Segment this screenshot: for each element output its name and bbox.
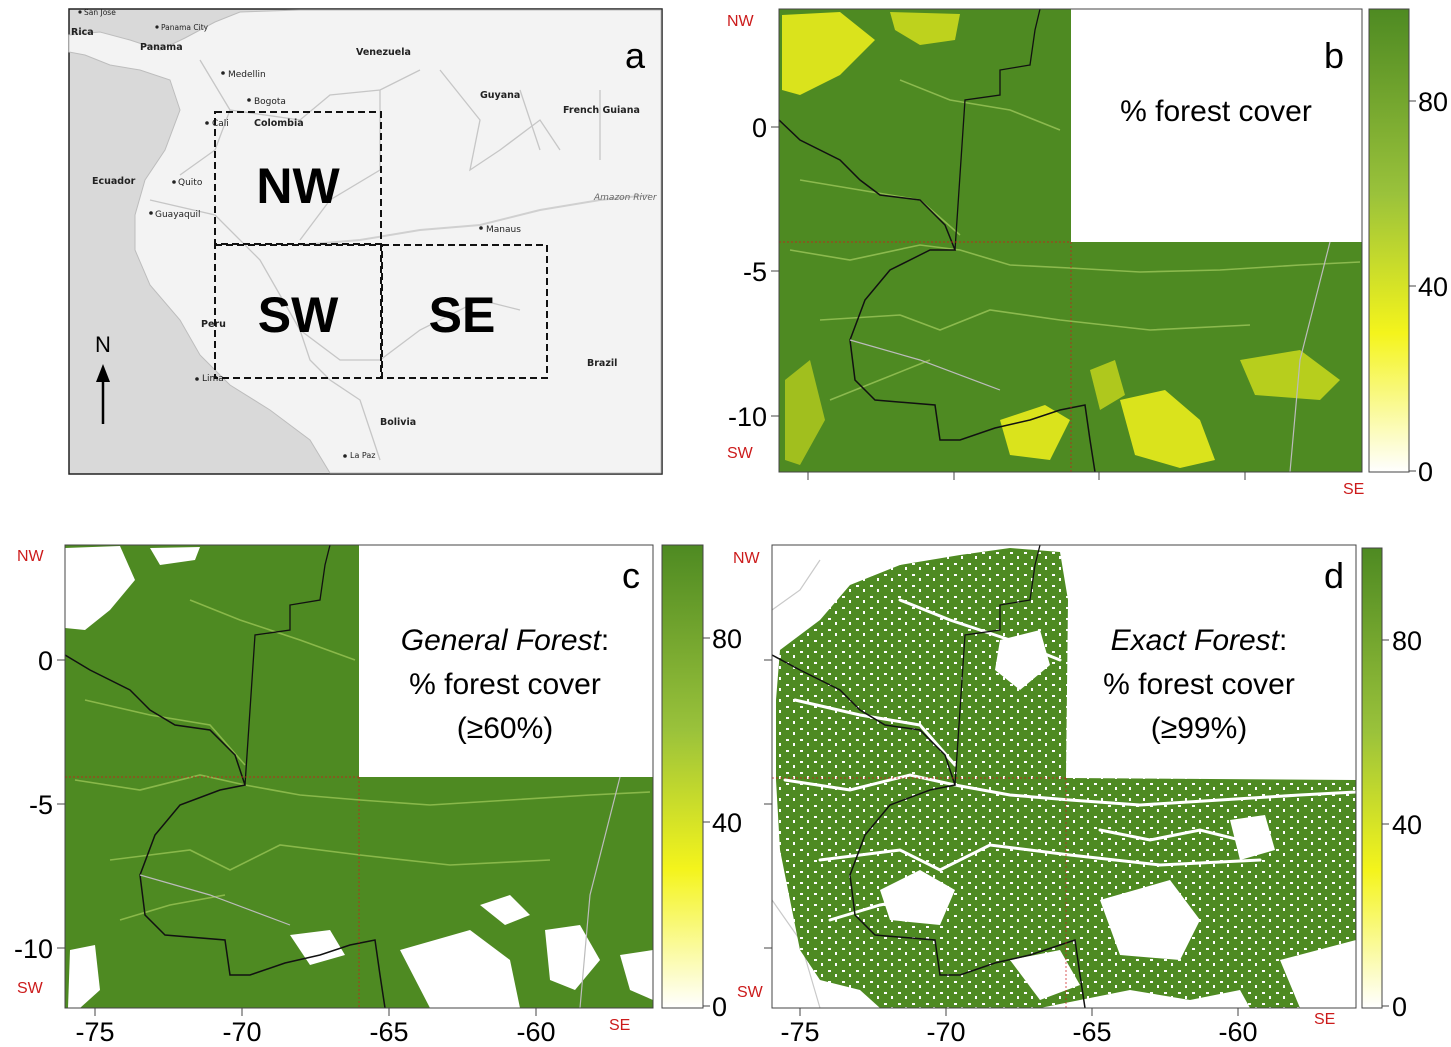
region-label-se: SE: [429, 287, 496, 343]
label-rica: Rica: [71, 27, 94, 38]
amazon-river: [299, 194, 651, 246]
panel-c-axes-frame: [64, 544, 654, 1009]
panel-d-corner-sw: SW: [737, 984, 764, 1001]
panel-b-rivers: [789, 79, 1361, 401]
panel-c-rivers: [74, 599, 651, 921]
label-brazil: Brazil: [587, 358, 617, 369]
panel-d-xtick-2: -65: [1072, 1017, 1111, 1047]
panel-d-xtick-0: -75: [780, 1017, 819, 1047]
panel-c-ytick-1: -5: [29, 790, 53, 820]
panel-c-xtick-0: -75: [75, 1017, 114, 1047]
region-box-se: [381, 244, 548, 379]
panel-b-quadrant-lines: [779, 241, 1072, 472]
panel-b-gray-boundary: [849, 241, 1331, 473]
panel-c-caption-line-3: (≥60%): [457, 712, 554, 745]
city-bogota: Bogota: [254, 97, 286, 107]
panel-b-ytick-0: 0: [752, 113, 767, 143]
panel-d-letter: d: [1324, 555, 1344, 596]
panel-c-colorbar: [661, 544, 704, 1009]
panel-b-corner-sw: SW: [727, 445, 754, 462]
panel-d-caption-line-3: (≥99%): [1151, 712, 1248, 745]
panel-c-cbar-tick-80: 80: [712, 624, 742, 654]
panel-c-xtick-1: -70: [222, 1017, 261, 1047]
panel-d-cbar-tick-80: 80: [1392, 626, 1422, 656]
region-label-nw: NW: [256, 158, 340, 214]
city-medellin: Medellin: [228, 70, 266, 80]
city-san-jose: San Jose: [84, 8, 116, 17]
panel-c-ytick-2: -10: [14, 934, 53, 964]
panel-c-corner-se: SE: [609, 1017, 630, 1034]
country-borders: [149, 59, 601, 461]
panel-d-xtick-1: -70: [926, 1017, 965, 1047]
label-french-guiana: French Guiana: [563, 105, 640, 116]
city-quito: Quito: [178, 178, 203, 188]
panel-c-cbar-tick-40: 40: [712, 808, 742, 838]
label-colombia: Colombia: [254, 118, 304, 129]
panel-b-corner-nw: NW: [727, 13, 755, 30]
panel-d-cbar-tick-40: 40: [1392, 810, 1422, 840]
panel-b: 0 -5 -10 NW SW SE b % forest cover 80 40…: [727, 8, 1448, 498]
panel-c-ytick-0: 0: [38, 646, 53, 676]
label-ecuador: Ecuador: [92, 176, 136, 187]
panel-c-caption-line-2: % forest cover: [409, 668, 601, 701]
panel-b-caption: % forest cover: [1120, 95, 1312, 128]
panel-d-river-gaps: [783, 598, 1358, 922]
panel-d-axes-frame: [771, 544, 1357, 1009]
panel-d-xtick-3: -60: [1218, 1017, 1257, 1047]
panel-d-corner-se: SE: [1314, 1011, 1335, 1028]
label-guyana: Guyana: [480, 90, 520, 101]
label-amazon-river: Amazon River: [593, 193, 658, 203]
panel-d-caption-line-2: % forest cover: [1103, 668, 1295, 701]
panel-b-cbar-tick-80: 80: [1418, 87, 1448, 117]
city-manaus: Manaus: [486, 225, 521, 235]
city-panama-city: Panama City: [161, 23, 209, 32]
panel-c-cbar-tick-0: 0: [712, 992, 727, 1022]
panel-b-letter: b: [1324, 35, 1344, 76]
city-guayaquil: Guayaquil: [155, 210, 200, 220]
panel-c-forest-raster: [65, 545, 653, 1008]
city-lima: Lima: [202, 374, 224, 384]
panel-c-letter: c: [622, 555, 640, 596]
panel-d-state-boundary: [954, 544, 1041, 786]
panel-a-letter: a: [625, 35, 646, 76]
panel-d-cbar-tick-0: 0: [1392, 992, 1407, 1022]
panel-c-corner-nw: NW: [17, 548, 45, 565]
label-peru: Peru: [201, 319, 226, 330]
panel-d-corner-nw: NW: [733, 550, 761, 567]
panel-d-quadrant-lines: [772, 777, 1067, 1008]
region-label-sw: SW: [258, 287, 339, 343]
panel-b-corner-se: SE: [1343, 481, 1364, 498]
label-panama: Panama: [140, 42, 183, 53]
panel-d-caption-line-1: Exact Forest:: [1111, 624, 1288, 657]
panel-b-low-cover-patches: [782, 12, 1340, 468]
north-label: N: [95, 332, 111, 357]
panel-d: -75 -70 -65 -60 NW SW SE d Exact Forest:…: [733, 544, 1422, 1047]
panel-c-xtick-2: -65: [369, 1017, 408, 1047]
panel-c-gray-boundary: [139, 776, 621, 1009]
panel-d-national-boundary: [771, 654, 1086, 1009]
panel-a: Rica Panama Venezuela Colombia Guyana Fr…: [68, 8, 663, 475]
panel-c-caption-line-1: General Forest:: [401, 624, 609, 657]
panel-c-xtick-3: -60: [516, 1017, 555, 1047]
panel-c: 0 -5 -10 -75 -70 -65 -60 NW SW SE c Gene…: [14, 544, 742, 1047]
panel-d-nonforest-patches: [880, 630, 1356, 1008]
panel-c-corner-sw: SW: [17, 980, 44, 997]
city-cali: Cali: [212, 119, 229, 129]
panel-b-axes-frame: [778, 8, 1363, 473]
panel-b-colorbar: [1368, 8, 1410, 473]
label-venezuela: Venezuela: [356, 47, 411, 58]
panel-b-ytick-1: -5: [743, 257, 767, 287]
panel-b-state-boundary: [954, 8, 1041, 251]
label-bolivia: Bolivia: [380, 417, 416, 428]
panel-c-state-boundary: [244, 544, 331, 786]
panel-d-colorbar: [1361, 547, 1383, 1009]
panel-b-forest-raster: [779, 9, 1362, 472]
panel-b-ytick-2: -10: [728, 402, 767, 432]
city-la-paz: La Paz: [350, 451, 375, 460]
panel-c-quadrant-lines: [65, 776, 360, 1008]
panel-b-cbar-tick-0: 0: [1418, 457, 1433, 487]
panel-b-cbar-tick-40: 40: [1418, 272, 1448, 302]
north-arrow-icon: [96, 364, 110, 424]
